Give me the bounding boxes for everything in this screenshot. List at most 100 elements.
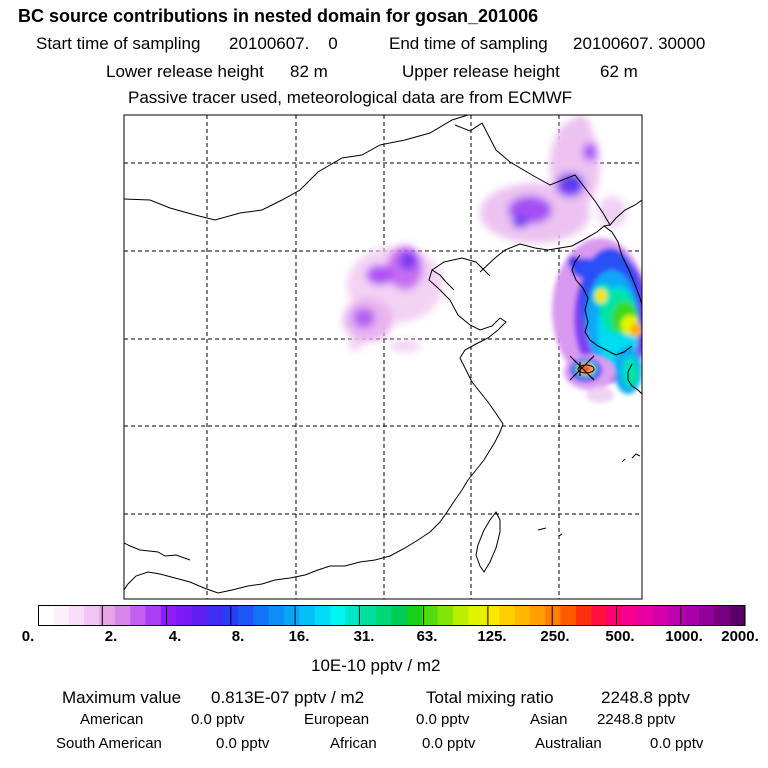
island	[558, 533, 563, 537]
region-value-australian: 0.0 pptv	[650, 735, 704, 752]
jeju-island	[577, 364, 595, 374]
upper-release-value: 62 m	[600, 62, 638, 81]
border-line	[124, 115, 469, 221]
colorbar-cell	[468, 605, 485, 626]
colorbar-cell	[84, 605, 101, 626]
colorbar-tick-label: 1000.	[665, 628, 703, 645]
colorbar-cell	[345, 605, 362, 626]
max-value: 0.813E-07 pptv / m2	[211, 688, 365, 707]
meteorology-note: Passive tracer used, meteorological data…	[128, 88, 573, 107]
colorbar-tick-label: 8.	[231, 628, 245, 645]
plume-north-china	[343, 246, 443, 352]
colorbar-tick-label: 250.	[540, 628, 570, 645]
colorbar-cell	[437, 605, 454, 626]
border-line	[124, 542, 191, 561]
colorbar-cell	[714, 605, 731, 626]
colorbar-cell	[376, 605, 393, 626]
total-mixing-label: Total mixing ratio	[426, 688, 554, 707]
total-mixing-value: 2248.8 pptv	[601, 688, 690, 707]
island	[621, 458, 626, 463]
coastline	[603, 225, 642, 306]
coastline	[571, 254, 617, 356]
colorbar-cell	[575, 605, 592, 626]
region-value-european: 0.0 pptv	[416, 711, 470, 728]
colorbar-cell	[391, 605, 408, 626]
colorbar-tick-label: 31.	[353, 628, 375, 645]
border-line	[454, 122, 642, 226]
island	[537, 527, 547, 531]
colorbar-tick-label: 2000.	[721, 628, 759, 645]
region-name-african: African	[330, 735, 377, 752]
region-name-south-american: South American	[56, 735, 162, 752]
coastlines	[124, 115, 642, 594]
colorbar-tick-label: 16.	[288, 628, 310, 645]
colorbar-cell	[99, 605, 116, 626]
upper-release-label: Upper release height	[402, 62, 560, 81]
colorbar-cell	[698, 605, 715, 626]
coastline	[627, 363, 642, 395]
colorbar-tick-label: 63.	[416, 628, 438, 645]
colorbar-cell	[191, 605, 208, 626]
region-name-australian: Australian	[535, 735, 602, 752]
coastline	[615, 345, 633, 356]
region-value-asian: 2248.8 pptv	[597, 711, 676, 728]
border-line	[479, 224, 611, 273]
colorbar-cell	[53, 605, 70, 626]
plume-field	[343, 115, 642, 403]
colorbar-cell	[130, 605, 147, 626]
colorbar-tick-label: 500.	[605, 628, 635, 645]
region-name-asian: Asian	[530, 711, 568, 728]
colorbar-cell	[114, 605, 131, 626]
region-value-african: 0.0 pptv	[422, 735, 476, 752]
plume-manchuria	[480, 115, 626, 243]
colorbar-cell	[160, 605, 177, 626]
colorbar-cell	[283, 605, 300, 626]
colorbar-cell	[545, 605, 562, 626]
colorbar-tick-label: 4.	[168, 628, 182, 645]
colorbar-cell	[483, 605, 500, 626]
colorbar-cell	[145, 605, 162, 626]
colorbar-cell	[207, 605, 224, 626]
map-title: BC source contributions in nested domain…	[18, 6, 539, 26]
release-site-marker	[569, 355, 595, 381]
colorbar	[38, 605, 746, 626]
colorbar-cell	[529, 605, 546, 626]
max-value-label: Maximum value	[62, 688, 182, 707]
colorbar-tick-label: 0.	[21, 628, 35, 645]
end-time-value: 20100607. 30000	[573, 34, 706, 53]
start-time-label: Start time of sampling	[36, 34, 201, 53]
coastline	[330, 381, 504, 567]
colorbar-unit: 10E-10 pptv / m2	[311, 656, 441, 675]
coastline	[431, 257, 491, 277]
plume-korea	[552, 238, 642, 394]
colorbar-cell	[176, 605, 193, 626]
colorbar-cell	[422, 605, 439, 626]
colorbar-cell	[606, 605, 623, 626]
colorbar-cell	[268, 605, 285, 626]
coastline	[428, 269, 501, 331]
colorbar-cell	[253, 605, 270, 626]
colorbar-cell	[68, 605, 85, 626]
colorbar-cell	[330, 605, 346, 626]
colorbar-cell	[591, 605, 608, 626]
lower-release-label: Lower release height	[106, 62, 264, 81]
map-frame	[123, 114, 643, 600]
colorbar-cell	[360, 605, 377, 626]
colorbar-cell	[729, 605, 746, 626]
region-value-american: 0.0 pptv	[191, 711, 245, 728]
region-name-american: American	[80, 711, 144, 728]
colorbar-cell	[452, 605, 469, 626]
colorbar-cell	[622, 605, 639, 626]
colorbar-cell	[406, 605, 423, 626]
colorbar-cell	[314, 605, 331, 626]
colorbar-cell	[237, 605, 254, 626]
start-time-value: 20100607. 0	[229, 34, 338, 53]
coastline	[124, 565, 331, 594]
colorbar-frame	[38, 605, 745, 626]
colorbar-cell	[683, 605, 700, 626]
colorbar-cell	[637, 605, 654, 626]
region-value-south-american: 0.0 pptv	[216, 735, 270, 752]
lower-release-value: 82 m	[290, 62, 328, 81]
island	[631, 453, 641, 459]
